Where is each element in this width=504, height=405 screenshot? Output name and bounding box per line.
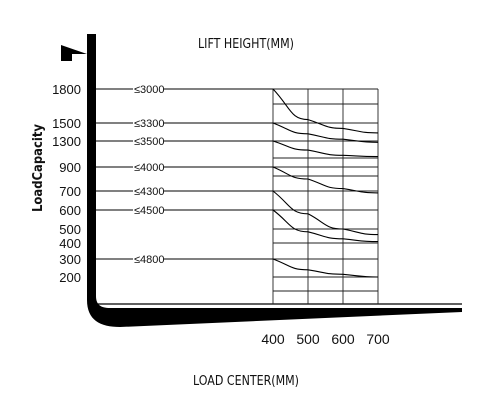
fork-silhouette: [61, 34, 462, 327]
y-tick-label: 500: [59, 222, 81, 237]
series-label: ≤4300: [134, 186, 165, 198]
y-tick-label: 900: [59, 160, 81, 175]
series-guides: ≤3000 ≤3300 ≤3500 ≤4000 ≤4300 ≤4500 ≤4800: [96, 84, 273, 266]
series-label: ≤4500: [134, 205, 165, 217]
y-tick-label: 700: [59, 184, 81, 199]
series-curve: [272, 209, 379, 243]
series-label: ≤4800: [134, 254, 165, 266]
y-tick-label: 400: [59, 236, 81, 251]
series-curve: [272, 88, 379, 134]
y-tick-label: 1800: [52, 82, 81, 97]
series-curve: [272, 122, 379, 143]
x-axis-label: LOAD CENTER(MM): [193, 373, 299, 389]
series-curve: [272, 166, 379, 194]
chart-title: LIFT HEIGHT(MM): [198, 36, 294, 52]
series-label: ≤3300: [134, 118, 165, 130]
series-curve: [272, 190, 379, 236]
y-tick-label: 300: [59, 252, 81, 267]
x-tick-labels: 400 500 600 700: [261, 331, 390, 347]
chart-grid: [88, 88, 379, 304]
y-tick-label: 1300: [52, 134, 81, 149]
y-tick-label: 200: [59, 270, 81, 285]
x-tick-label: 400: [261, 331, 285, 347]
series-curves: [272, 88, 379, 278]
y-axis-label: LoadCapacity: [30, 124, 46, 212]
series-curve: [272, 258, 379, 278]
x-tick-label: 700: [366, 331, 390, 347]
series-label: ≤4000: [134, 162, 165, 174]
series-label: ≤3500: [134, 136, 165, 148]
y-tick-label: 600: [59, 203, 81, 218]
y-tick-label: 1500: [52, 116, 81, 131]
x-tick-label: 600: [331, 331, 355, 347]
series-curve: [272, 140, 379, 158]
x-tick-label: 500: [296, 331, 320, 347]
series-label: ≤3000: [134, 84, 165, 96]
